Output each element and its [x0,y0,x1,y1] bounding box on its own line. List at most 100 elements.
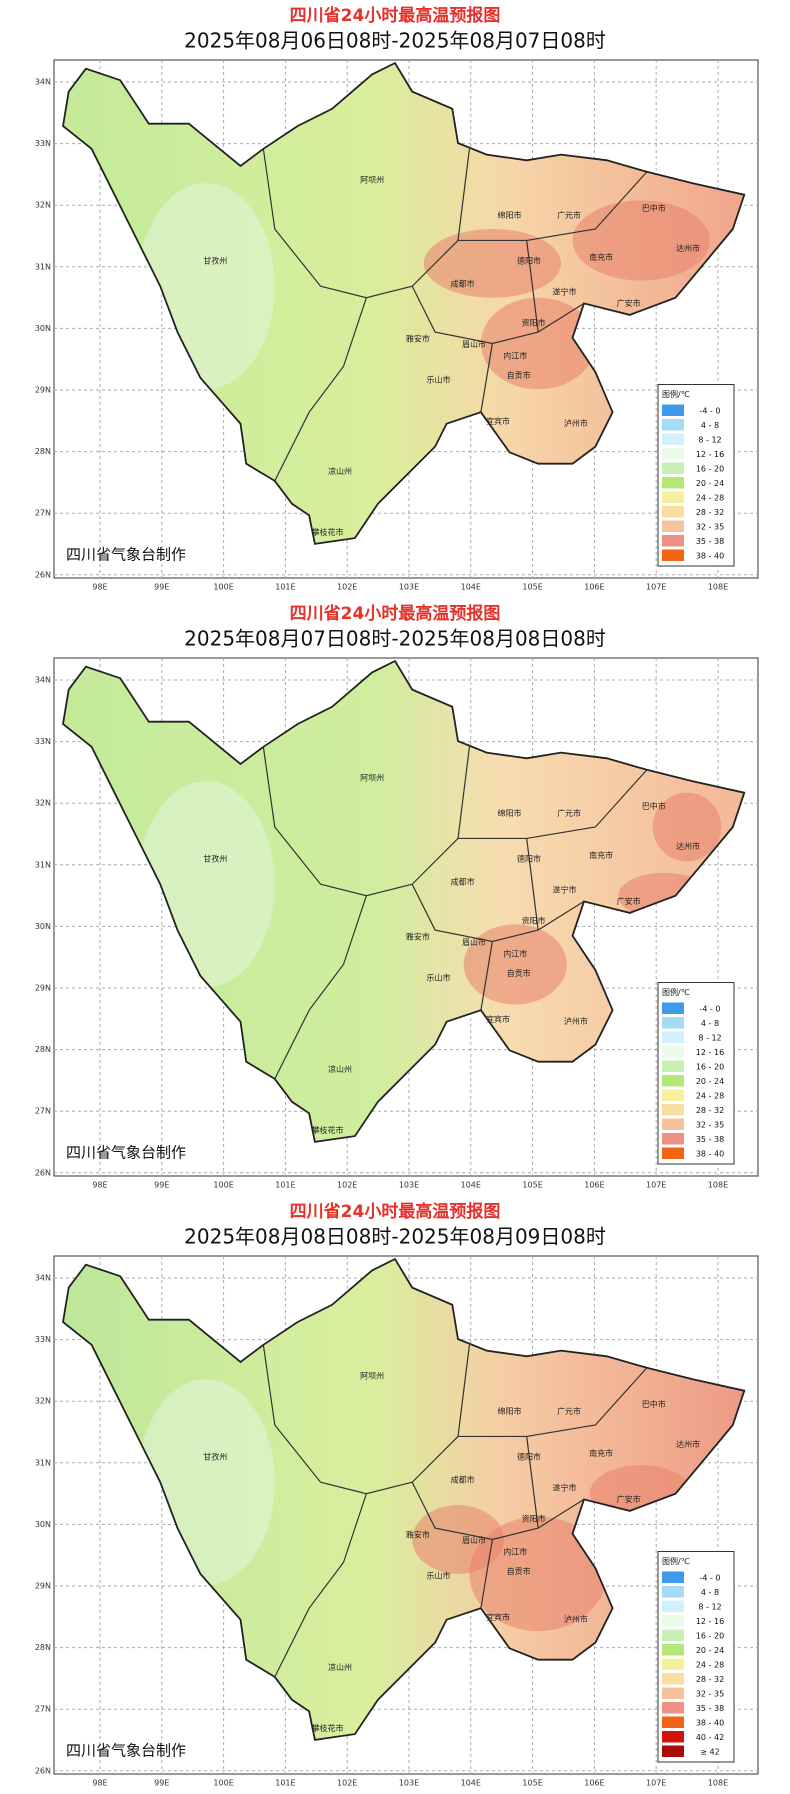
lat-label: 28N [35,447,51,456]
lon-label: 102E [337,1181,357,1190]
legend-swatch [662,1702,684,1714]
lat-label: 26N [35,1766,51,1775]
lon-label: 104E [461,1779,481,1788]
city-label: 泸州市 [564,1016,588,1026]
legend-label: -4 - 0 [699,406,720,415]
lat-label: 30N [35,1520,51,1529]
credit: 四川省气象台制作 [66,546,186,564]
lon-label: 101E [275,1779,295,1788]
legend-label: 24 - 28 [696,1660,724,1669]
city-label: 宜宾市 [486,1612,510,1622]
prefecture-border [526,240,539,333]
hot-area [423,229,562,298]
legend-label: 8 - 12 [698,1033,721,1042]
legend-label: 16 - 20 [696,1062,724,1071]
lat-label: 34N [35,78,51,87]
city-label: 雅安市 [406,931,430,941]
city-label: 广元市 [557,210,581,220]
lat-label: 34N [35,1274,51,1283]
map-subtitle: 2025年08月07日08时-2025年08月08日08时 [184,627,606,651]
lon-label: 103E [399,1779,419,1788]
credit: 四川省气象台制作 [66,1742,186,1760]
city-label: 遂宁市 [552,1482,576,1492]
lon-label: 107E [646,1181,666,1190]
city-label: 宜宾市 [486,416,510,426]
city-label: 攀枝花市 [311,1125,343,1135]
legend-swatch [662,1615,684,1627]
legend-label: 4 - 8 [701,1019,719,1028]
legend-label: 24 - 28 [696,1091,724,1100]
prefecture-border [274,1493,367,1678]
city-label: 自贡市 [507,968,531,978]
legend-label: 16 - 20 [696,1631,724,1640]
lon-label: 104E [461,1181,481,1190]
prefecture-border [458,171,648,242]
legend-label: 40 - 42 [696,1733,724,1742]
lat-label: 34N [35,676,51,685]
legend-swatch [662,1075,684,1087]
city-label: 成都市 [451,876,475,886]
legend-swatch [662,1586,684,1598]
legend-swatch [662,1017,684,1029]
lat-label: 31N [35,262,51,271]
legend-label: 32 - 35 [696,1689,724,1698]
legend-swatch [662,1031,684,1043]
city-label: 雅安市 [406,1529,430,1539]
lon-label: 103E [399,583,419,592]
legend-label: 24 - 28 [696,493,724,502]
city-label: 广元市 [557,808,581,818]
province-border [62,659,746,1143]
city-label: 成都市 [451,278,475,288]
legend-label: 38 - 40 [696,1718,724,1727]
city-label: 南充市 [589,252,613,262]
city-label: 甘孜州 [203,1452,227,1462]
hot-areas [137,183,710,390]
legend-label: 16 - 20 [696,464,724,473]
lon-label: 107E [646,1779,666,1788]
lon-label: 101E [275,1181,295,1190]
legend-label: 35 - 38 [696,537,724,546]
legend-label: 8 - 12 [698,435,721,444]
hot-areas [137,781,722,1005]
city-label: 攀枝花市 [311,1723,343,1733]
legend-swatch [662,448,684,460]
credit: 四川省气象台制作 [66,1144,186,1162]
city-label: 甘孜州 [203,854,227,864]
city-label: 攀枝花市 [311,527,343,537]
legend-label: 35 - 38 [696,1704,724,1713]
legend-label: -4 - 0 [699,1573,720,1582]
city-label: 泸州市 [564,418,588,428]
map-panel: 四川省24小时最高温预报图 2025年08月06日08时-2025年08月07日0… [35,5,759,592]
legend-label: 28 - 32 [696,1675,724,1684]
city-label: 广元市 [557,1406,581,1416]
legend-swatch [662,1002,684,1014]
legend-swatch [662,462,684,474]
lat-label: 30N [35,922,51,931]
map-panel: 四川省24小时最高温预报图 2025年08月07日08时-2025年08月08日0… [35,603,759,1190]
legend-swatch [662,1600,684,1612]
lat-label: 32N [35,201,51,210]
city-label: 眉山市 [462,339,486,349]
lat-label: 29N [35,386,51,395]
lat-label: 29N [35,984,51,993]
lon-label: 98E [92,1779,107,1788]
city-label: 乐山市 [427,375,451,385]
map-title: 四川省24小时最高温预报图 [290,1201,501,1222]
legend-swatch [662,520,684,532]
map-title: 四川省24小时最高温预报图 [290,603,501,624]
legend-swatch [662,1716,684,1728]
legend-label: ≥ 42 [700,1747,719,1756]
lat-label: 28N [35,1643,51,1652]
city-label: 凉山州 [328,1064,352,1074]
legend-swatch [662,477,684,489]
lat-label: 28N [35,1045,51,1054]
legend-swatch [662,1118,684,1130]
lon-label: 103E [399,1181,419,1190]
city-label: 德阳市 [517,1452,541,1462]
city-label: 甘孜州 [203,256,227,266]
lat-label: 27N [35,509,51,518]
city-label: 内江市 [503,1547,527,1557]
lat-label: 27N [35,1705,51,1714]
city-label: 眉山市 [462,937,486,947]
legend-swatch [662,1147,684,1159]
